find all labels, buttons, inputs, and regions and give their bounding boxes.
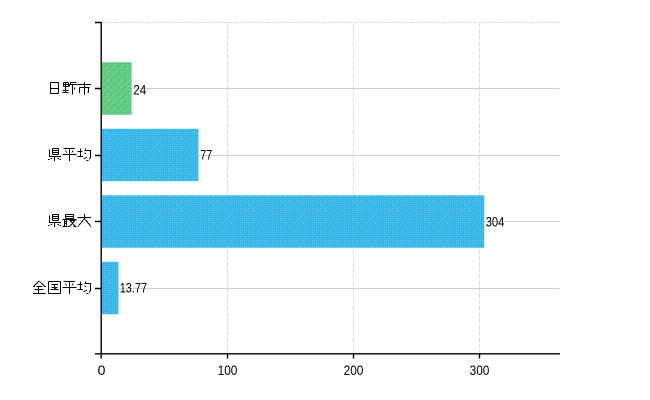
svg-text:0: 0: [98, 362, 106, 378]
svg-text:13.77: 13.77: [120, 279, 148, 295]
svg-text:77: 77: [200, 147, 212, 163]
svg-text:300: 300: [470, 362, 490, 378]
svg-text:100: 100: [218, 362, 238, 378]
svg-text:304: 304: [486, 213, 505, 229]
svg-text:24: 24: [133, 81, 146, 97]
svg-text:200: 200: [344, 362, 364, 378]
